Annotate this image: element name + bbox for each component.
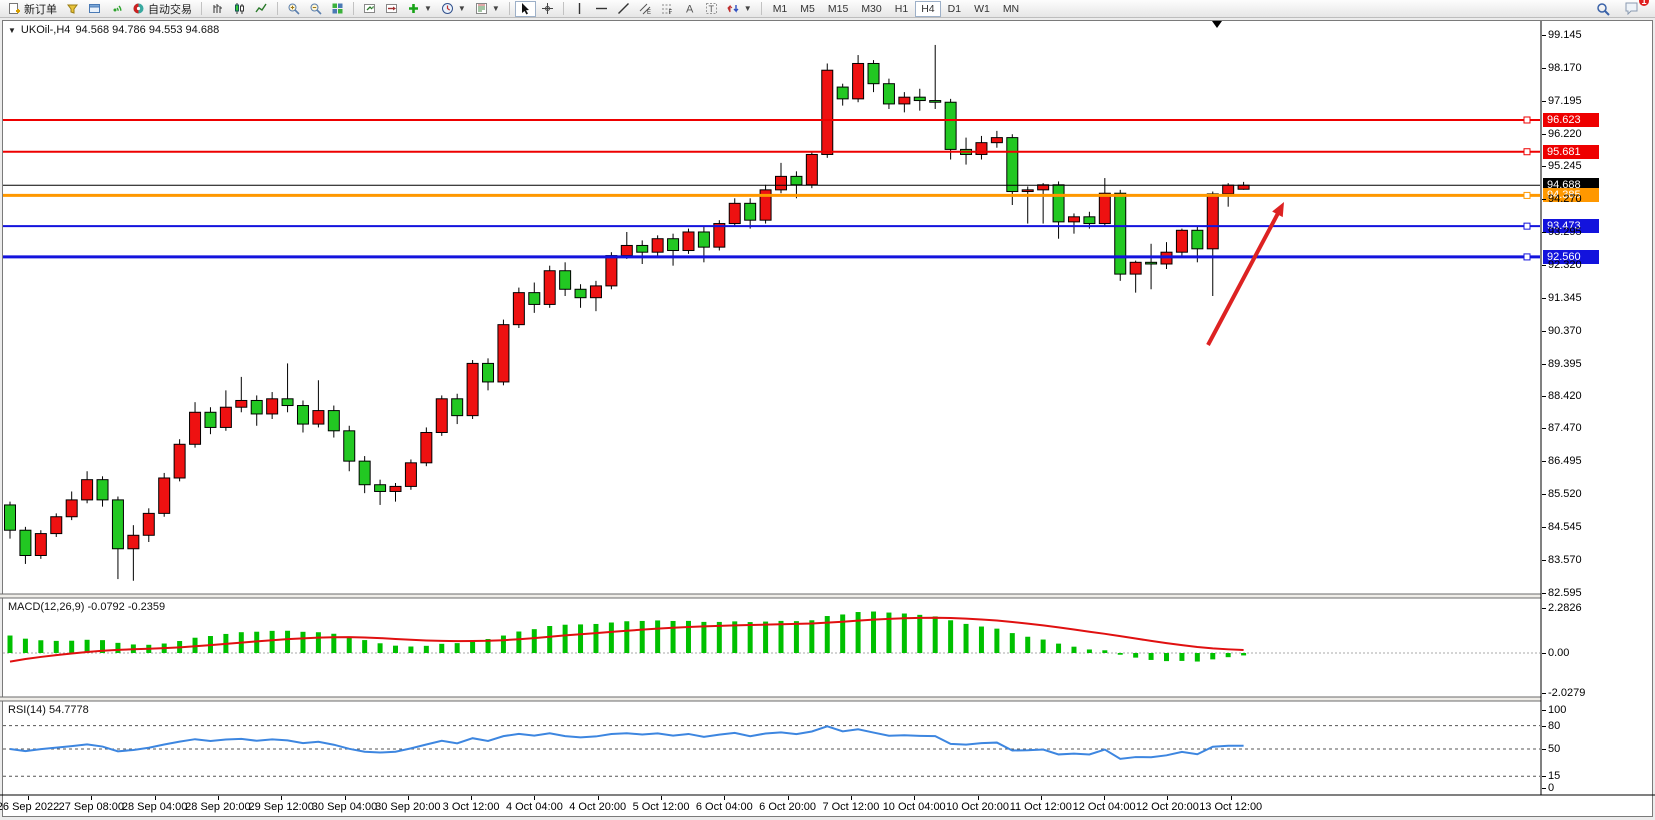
arrows-button[interactable]: ▼ bbox=[723, 1, 756, 17]
channel-icon: E bbox=[639, 2, 652, 15]
rsi-name: RSI(14) bbox=[8, 704, 46, 716]
chat-button[interactable] bbox=[1620, 0, 1643, 16]
line-chart-button[interactable] bbox=[251, 1, 272, 17]
cursor-button[interactable] bbox=[514, 0, 536, 17]
collapse-chart-icon[interactable]: ▼ bbox=[8, 25, 16, 35]
profiles-icon bbox=[66, 2, 79, 15]
zoom-out-button[interactable] bbox=[305, 1, 326, 17]
macd-label: MACD(12,26,9) -0.0792 -0.2359 bbox=[8, 601, 165, 613]
text-button[interactable]: A bbox=[679, 1, 700, 17]
chat-notification-badge: 1 bbox=[1639, 0, 1649, 6]
trendline-button[interactable] bbox=[613, 1, 634, 17]
toolbar-separator bbox=[277, 2, 278, 15]
chart-shift-marker[interactable] bbox=[1212, 21, 1222, 28]
toolbar-right-tools: 1 bbox=[1592, 0, 1651, 18]
macd-name: MACD(12,26,9) bbox=[8, 601, 85, 613]
text-label-button[interactable]: T bbox=[701, 1, 722, 17]
chart-profiles-button[interactable] bbox=[62, 1, 83, 17]
toolbar-separator bbox=[760, 2, 762, 15]
tile-windows-button[interactable] bbox=[327, 1, 348, 17]
toolbar-separator bbox=[508, 2, 510, 15]
auto-scroll-icon bbox=[363, 2, 376, 15]
chart-title: ▼ UKOil-,H4 94.568 94.786 94.553 94.688 bbox=[8, 24, 219, 36]
channel-button[interactable]: E bbox=[635, 1, 656, 17]
templates-button[interactable]: ▼ bbox=[471, 1, 504, 17]
chevron-down-icon: ▼ bbox=[491, 4, 500, 13]
candlestick-icon bbox=[233, 2, 246, 15]
line-chart-icon bbox=[255, 2, 268, 15]
timeframe-button-H4[interactable]: H4 bbox=[915, 0, 941, 17]
timeframe-button-H1[interactable]: H1 bbox=[889, 1, 914, 17]
svg-text:T: T bbox=[708, 4, 714, 14]
tile-windows-icon bbox=[331, 2, 344, 15]
autotrading-icon bbox=[132, 2, 145, 15]
toolbar-separator bbox=[201, 2, 202, 15]
chevron-down-icon: ▼ bbox=[743, 4, 752, 13]
autotrading-button[interactable]: 自动交易 bbox=[128, 1, 196, 17]
cursor-icon bbox=[519, 2, 532, 15]
periods-clock-icon bbox=[441, 2, 454, 15]
toolbar-separator bbox=[562, 2, 564, 15]
svg-text:F: F bbox=[668, 10, 672, 15]
rsi-label: RSI(14) 54.7778 bbox=[8, 704, 89, 716]
fibonacci-icon: F bbox=[661, 2, 674, 15]
chevron-down-icon: ▼ bbox=[424, 4, 432, 13]
bar-chart-button[interactable] bbox=[207, 1, 228, 17]
template-icon bbox=[475, 2, 488, 15]
chevron-down-icon: ▼ bbox=[457, 4, 466, 13]
new-order-icon bbox=[8, 2, 21, 15]
chat-icon bbox=[1624, 1, 1639, 15]
toolbar-separator bbox=[353, 2, 354, 15]
periods-button[interactable]: ▼ bbox=[437, 1, 470, 17]
new-order-label: 新订单 bbox=[24, 3, 57, 16]
vertical-line-button[interactable] bbox=[569, 1, 590, 17]
data-window-button[interactable] bbox=[106, 1, 127, 17]
fibonacci-button[interactable]: F bbox=[657, 1, 678, 17]
timeframe-button-M1[interactable]: M1 bbox=[767, 1, 794, 17]
auto-scroll-button[interactable] bbox=[359, 1, 380, 17]
text-label-icon: T bbox=[705, 2, 718, 15]
macd-values: -0.0792 -0.2359 bbox=[87, 601, 166, 613]
autotrading-label: 自动交易 bbox=[148, 3, 192, 16]
crosshair-icon bbox=[541, 2, 554, 15]
zoom-in-button[interactable] bbox=[283, 1, 304, 17]
chart-window[interactable] bbox=[2, 20, 1653, 817]
search-icon bbox=[1596, 2, 1610, 16]
zoom-out-icon bbox=[309, 2, 322, 15]
chart-symbol-period: UKOil-,H4 bbox=[20, 24, 71, 36]
indicators-button[interactable]: ▼ bbox=[403, 1, 436, 17]
chart-shift-icon bbox=[385, 2, 398, 15]
horizontal-line-icon bbox=[595, 2, 608, 15]
search-button[interactable] bbox=[1592, 1, 1614, 17]
text-icon: A bbox=[683, 2, 696, 16]
vertical-line-icon bbox=[573, 2, 586, 15]
trendline-icon bbox=[617, 2, 630, 15]
rsi-value: 54.7778 bbox=[48, 704, 89, 716]
crosshair-button[interactable] bbox=[537, 1, 558, 17]
chart-ohlc-values: 94.568 94.786 94.553 94.688 bbox=[75, 24, 220, 36]
timeframe-group: M1 M5 M15 M30 H1 H4 D1 W1 MN bbox=[767, 0, 1025, 17]
svg-text:A: A bbox=[686, 4, 694, 16]
signal-icon bbox=[110, 2, 123, 15]
market-watch-button[interactable] bbox=[84, 1, 105, 17]
chart-shift-button[interactable] bbox=[381, 1, 402, 17]
candlestick-button[interactable] bbox=[229, 1, 250, 17]
zoom-in-icon bbox=[287, 2, 300, 15]
svg-text:E: E bbox=[647, 10, 651, 15]
timeframe-button-M15[interactable]: M15 bbox=[822, 1, 854, 17]
market-watch-icon bbox=[88, 2, 101, 15]
timeframe-button-MN[interactable]: MN bbox=[997, 1, 1025, 17]
bar-chart-icon bbox=[211, 2, 224, 15]
new-order-button[interactable]: 新订单 bbox=[4, 1, 61, 17]
indicators-add-icon bbox=[407, 2, 420, 15]
timeframe-button-D1[interactable]: D1 bbox=[942, 1, 967, 17]
main-toolbar: 新订单 自动交易 bbox=[0, 0, 1655, 18]
arrows-icon bbox=[727, 2, 740, 15]
timeframe-button-M30[interactable]: M30 bbox=[855, 1, 887, 17]
timeframe-button-M5[interactable]: M5 bbox=[794, 1, 821, 17]
timeframe-button-W1[interactable]: W1 bbox=[968, 1, 996, 17]
horizontal-line-button[interactable] bbox=[591, 1, 612, 17]
